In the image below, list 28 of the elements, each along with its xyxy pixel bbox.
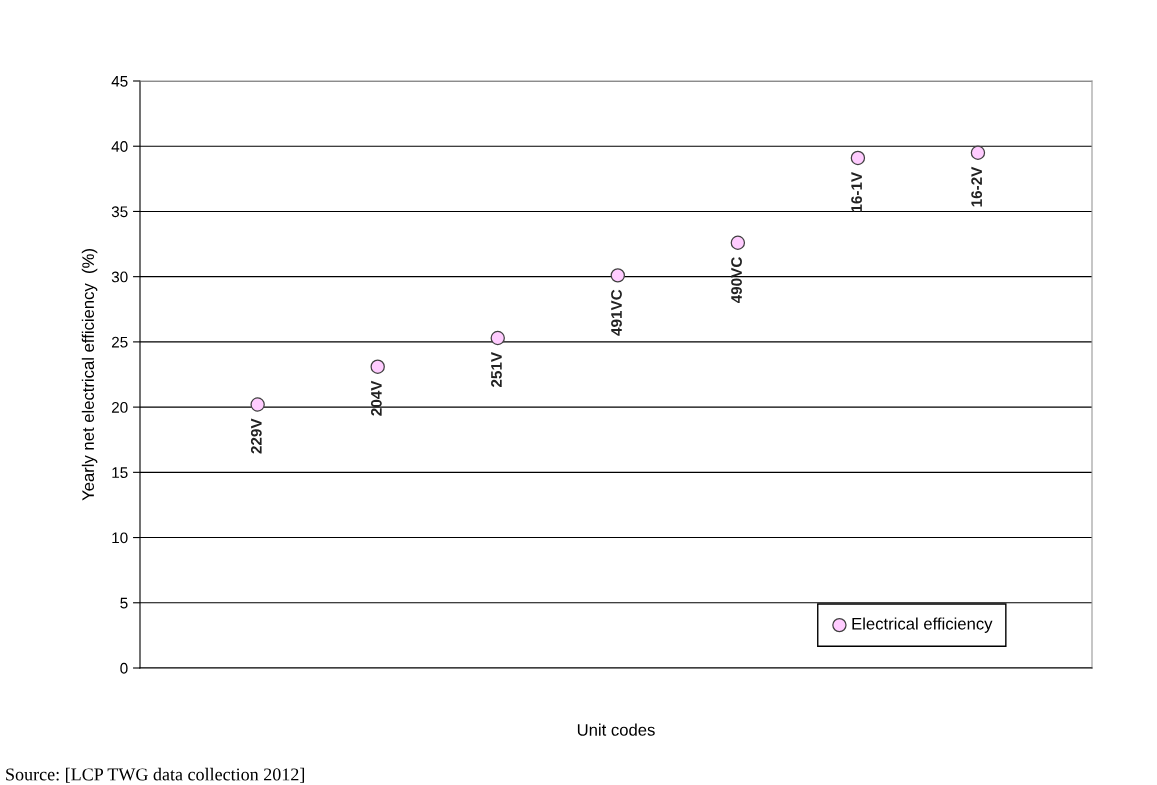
x-tick-label: 251V (491, 351, 502, 388)
source-note: Source: [LCP TWG data collection 2012] (6, 767, 305, 783)
y-tick-label: 25 (111, 336, 128, 348)
y-tick-label: 35 (111, 206, 128, 218)
point (970, 145, 986, 160)
x-tick-label: 204V (370, 380, 382, 416)
point (730, 235, 746, 250)
y-tick-label: 20 (111, 401, 128, 413)
y-tick-label: 0 (120, 662, 128, 674)
x-tick-label: 16-2V (971, 166, 983, 207)
y-axis-title: Yearly net electrical efficiency (%) (81, 249, 98, 501)
x-tick-label: 490VC (731, 257, 742, 304)
legend-label: Electrical efficiency (852, 617, 993, 633)
x-axis-title: Unit codes (577, 723, 655, 736)
y-tick-label: 30 (111, 271, 128, 283)
point (490, 330, 505, 346)
point (370, 359, 385, 374)
y-tick-label: 15 (112, 467, 128, 479)
x-tick-label: 229V (250, 418, 262, 454)
y-tick-label: 10 (112, 532, 128, 544)
point (850, 150, 866, 166)
point (610, 268, 626, 283)
y-tick-label: 40 (111, 141, 128, 152)
x-tick-label: 491VC (611, 289, 622, 336)
point (250, 397, 265, 412)
y-tick-label: 5 (120, 597, 128, 609)
x-tick-label: 16-1V (851, 171, 862, 212)
y-tick-label: 45 (111, 76, 128, 87)
